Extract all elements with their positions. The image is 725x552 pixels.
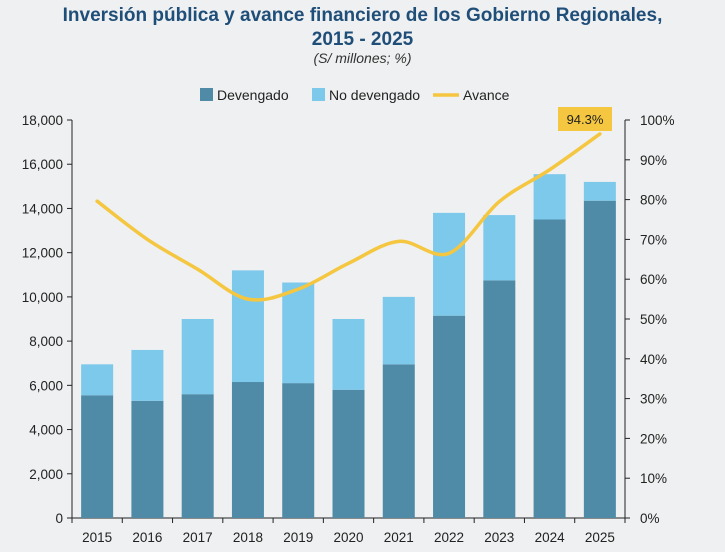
y2-tick-label: 60%: [640, 272, 667, 287]
bar-devengado: [81, 395, 114, 518]
annotation: 94.3%: [558, 107, 612, 131]
bar-devengado: [282, 383, 315, 518]
bar-devengado: [181, 394, 214, 518]
y2-tick-label: 10%: [640, 471, 667, 486]
y-tick-label: 2,000: [29, 467, 63, 482]
y2-tick-label: 20%: [640, 431, 667, 446]
legend: Devengado No devengado Avance: [200, 87, 510, 103]
legend-label-devengado: Devengado: [217, 87, 289, 103]
bar-no-devengado: [533, 174, 566, 220]
bar-no-devengado: [282, 282, 315, 384]
bar-devengado: [382, 364, 415, 518]
bar-devengado: [483, 280, 516, 518]
y-tick-label: 12,000: [22, 246, 63, 261]
x-tick-label: 2023: [484, 530, 514, 545]
plot-area: 0 2,000 4,000 6,000 8,000 10,000 12,000 14,000 1…: [22, 113, 675, 545]
y-tick-label: 16,000: [22, 157, 63, 172]
y2-tick-label: 90%: [640, 153, 667, 168]
chart-title-line1: Inversión pública y avance financiero de…: [62, 5, 663, 26]
chart-subtitle: (S/ millones; %): [313, 50, 412, 66]
legend-label-no-devengado: No devengado: [329, 87, 420, 103]
bar-no-devengado: [81, 364, 114, 396]
x-tick-label: 2024: [535, 530, 566, 545]
legend-label-avance: Avance: [463, 87, 510, 103]
y2-tick-label: 30%: [640, 392, 667, 407]
chart-title: Inversión pública y avance financiero de…: [0, 4, 725, 52]
bar-no-devengado: [131, 349, 164, 401]
y2-tick-label: 70%: [640, 232, 667, 247]
line-avance: [95, 132, 602, 302]
bar-no-devengado: [382, 296, 415, 365]
bar-devengado: [583, 200, 616, 518]
y2-tick-label: 100%: [640, 113, 675, 128]
x-tick-label: 2015: [82, 530, 112, 545]
y-tick-label: 10,000: [22, 290, 63, 305]
y2-tick-label: 50%: [640, 312, 667, 327]
annotation-box: [558, 107, 612, 131]
bar-devengado: [332, 389, 365, 518]
bar-no-devengado: [181, 319, 214, 395]
y-tick-label: 4,000: [29, 423, 63, 438]
x-tick-label: 2020: [333, 530, 363, 545]
y2-tick-label: 80%: [640, 193, 667, 208]
y-tick-label: 18,000: [22, 113, 63, 128]
y2-tick-label: 0%: [640, 511, 660, 526]
y-tick-label: 14,000: [22, 201, 63, 216]
bar-no-devengado: [483, 215, 516, 281]
bar-no-devengado: [231, 270, 264, 383]
x-tick-label: 2021: [384, 530, 414, 545]
x-tick-label: 2025: [585, 530, 615, 545]
bar-no-devengado: [433, 212, 466, 316]
x-tick-label: 2019: [283, 530, 313, 545]
y-tick-label: 6,000: [29, 378, 63, 393]
annotation-label: 94.3%: [567, 112, 604, 127]
x-tick-label: 2017: [183, 530, 213, 545]
x-tick-label: 2016: [132, 530, 162, 545]
x-tick-label: 2018: [233, 530, 263, 545]
y-tick-label: 8,000: [29, 334, 63, 349]
legend-swatch-no-devengado: [312, 88, 325, 101]
bar-devengado: [433, 315, 466, 518]
bar-devengado: [231, 382, 264, 518]
bar-no-devengado: [332, 319, 365, 390]
x-tick-label: 2022: [434, 530, 464, 545]
chart-title-line2: 2015 - 2025: [311, 29, 414, 50]
legend-swatch-devengado: [200, 88, 213, 101]
y-tick-label: 0: [55, 511, 63, 526]
y2-tick-label: 40%: [640, 352, 667, 367]
bar-no-devengado: [583, 181, 616, 201]
bar-devengado: [533, 219, 566, 518]
bar-devengado: [131, 400, 164, 518]
